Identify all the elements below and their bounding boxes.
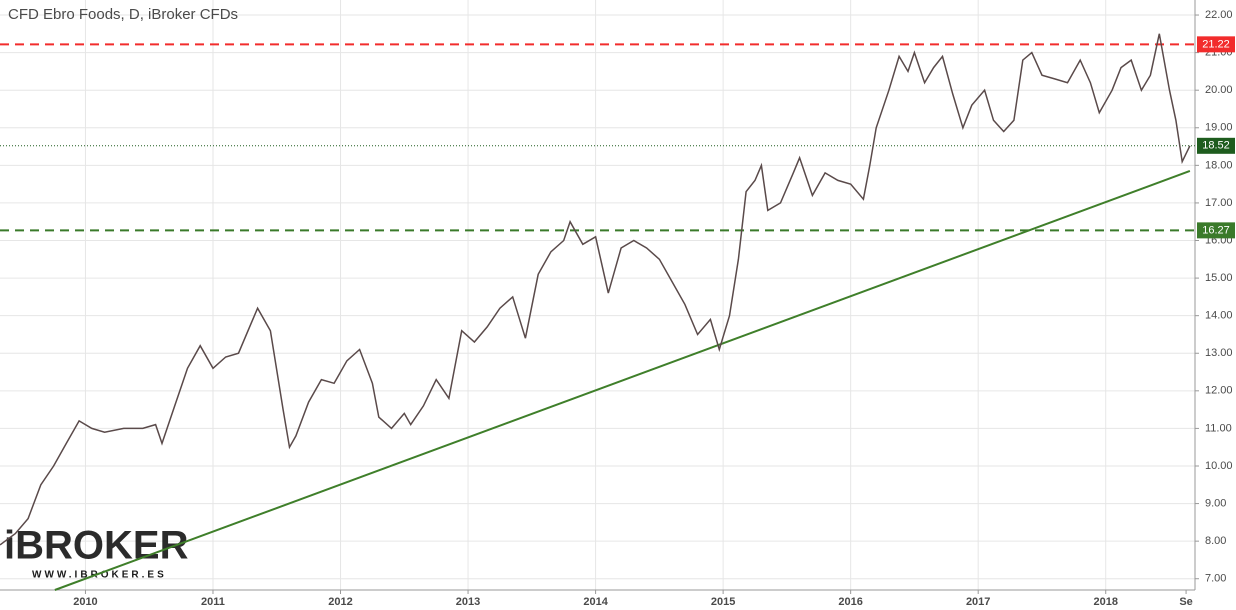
x-tick-label: 2012 — [328, 596, 352, 608]
x-tick-label: 2014 — [583, 596, 608, 608]
y-tick-label: 14.00 — [1205, 310, 1233, 322]
watermark-url: WWW.IBROKER.ES — [32, 570, 167, 581]
x-tick-label: 2016 — [838, 596, 862, 608]
y-tick-label: 20.00 — [1205, 84, 1233, 96]
y-tick-label: 9.00 — [1205, 497, 1226, 509]
x-tick-label: 2010 — [73, 596, 97, 608]
price-label: 21.22 — [1202, 38, 1230, 50]
watermark-brand: iBROKER — [4, 524, 189, 568]
y-tick-label: 8.00 — [1205, 535, 1226, 547]
y-tick-label: 7.00 — [1205, 573, 1226, 585]
y-tick-label: 22.00 — [1205, 9, 1233, 21]
trend-line — [54, 170, 1191, 591]
y-tick-label: 17.00 — [1205, 197, 1233, 209]
y-tick-label: 10.00 — [1205, 460, 1233, 472]
price-label: 18.52 — [1202, 140, 1230, 152]
x-tick-label: Se — [1179, 596, 1192, 608]
price-label-box — [1197, 137, 1235, 154]
chart-title: CFD Ebro Foods, D, iBroker CFDs — [8, 6, 238, 23]
y-tick-label: 12.00 — [1205, 385, 1233, 397]
price-label-box — [1197, 36, 1235, 53]
y-tick-label: 18.00 — [1205, 159, 1233, 171]
y-tick-label: 13.00 — [1205, 347, 1233, 359]
x-tick-label: 2015 — [711, 596, 735, 608]
y-tick-label: 15.00 — [1205, 272, 1233, 284]
x-tick-label: 2018 — [1093, 596, 1117, 608]
price-label: 16.27 — [1202, 224, 1230, 236]
x-tick-label: 2017 — [966, 596, 990, 608]
y-tick-label: 11.00 — [1205, 422, 1232, 434]
x-tick-label: 2013 — [456, 596, 480, 608]
price-label-box — [1197, 222, 1235, 239]
x-tick-label: 2011 — [201, 596, 225, 608]
price-series — [0, 33, 1191, 546]
y-tick-label: 19.00 — [1205, 122, 1233, 134]
